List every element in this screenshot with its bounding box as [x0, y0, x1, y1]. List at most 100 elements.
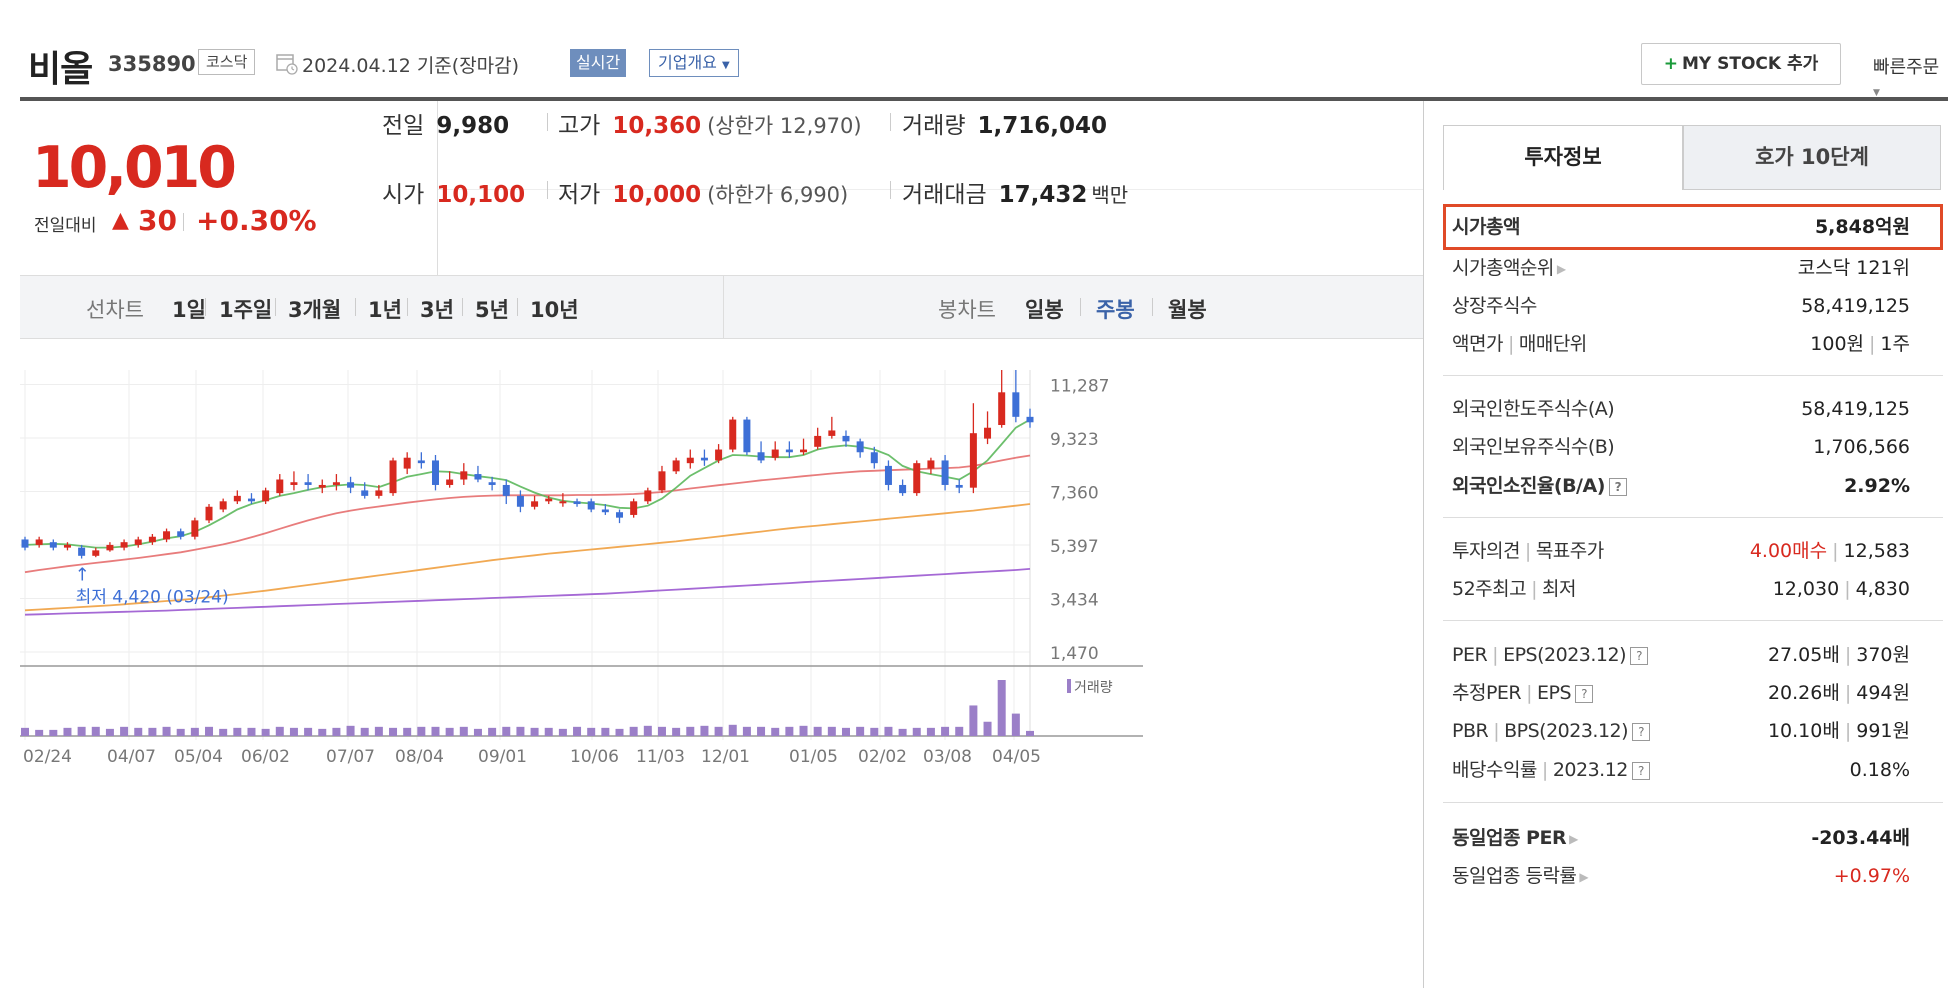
candle-body — [78, 547, 86, 556]
volume-bar — [219, 728, 228, 736]
rank-row[interactable]: 시가총액순위 ▶ 코스닥 121위 — [1452, 250, 1910, 286]
ma5-line — [24, 418, 1031, 549]
volume-bar — [827, 726, 836, 736]
volume-bar — [374, 726, 383, 736]
volume-bar — [417, 726, 426, 736]
tab-3m[interactable]: 3개월 — [288, 298, 342, 322]
prev-close-label: 전일 — [382, 113, 425, 139]
volume-bar — [615, 728, 624, 736]
sector-change-row[interactable]: 동일업종 등락률 ▶ +0.97% — [1452, 858, 1910, 894]
opinion-value: 4.00매수 — [1749, 540, 1828, 562]
volume-bar — [714, 726, 723, 736]
tab-invest-info[interactable]: 투자정보 — [1443, 125, 1683, 190]
x-tick-label: 04/07 — [107, 747, 156, 767]
x-tick-label: 04/05 — [992, 747, 1041, 767]
candle-body — [969, 433, 977, 488]
candle-body — [92, 550, 100, 556]
candle-body — [347, 482, 355, 488]
up-triangle-icon: ▲ — [112, 208, 129, 233]
chevron-down-icon: ▼ — [721, 60, 730, 71]
foreign-hold-value: 1,706,566 — [1813, 436, 1910, 458]
open-label: 시가 — [382, 182, 425, 208]
help-icon[interactable]: ? — [1575, 684, 1594, 703]
par-values: 100원 | 1주 — [1810, 333, 1910, 355]
candle-body — [1026, 416, 1034, 423]
add-mystock-button[interactable]: + MY STOCK 추가 — [1641, 43, 1841, 85]
candle-body — [927, 460, 935, 469]
candle-body — [21, 539, 29, 548]
volume-bar — [190, 727, 199, 736]
tab-1y[interactable]: 1년 — [368, 298, 402, 322]
per-value: 27.05배 — [1767, 644, 1840, 666]
volume: 거래량 1,716,040 — [902, 106, 1107, 140]
candle-body — [375, 490, 383, 496]
price-panel: 10,010 전일대비 ▲ 30 +0.30% 전일 9,980 고가 10,360… — [20, 101, 1423, 276]
sector-change-label: 동일업종 등락률 — [1452, 865, 1577, 887]
volume-label: 거래량 — [902, 113, 966, 139]
tab-daily[interactable]: 일봉 — [1025, 298, 1064, 322]
tab-3y[interactable]: 3년 — [420, 298, 454, 322]
candle-body — [106, 544, 114, 551]
candle-body — [134, 539, 142, 545]
panel-divider — [1423, 101, 1424, 988]
volume-bar — [289, 727, 298, 736]
volume-bar — [176, 728, 185, 736]
candle-body — [984, 427, 992, 439]
candle-body — [120, 542, 128, 548]
divider — [355, 298, 356, 316]
realtime-button[interactable]: 실시간 — [570, 49, 627, 77]
tab-10y[interactable]: 10년 — [530, 298, 579, 322]
candle-body — [177, 531, 185, 537]
volume-bar — [657, 726, 666, 736]
row-divider — [438, 189, 1423, 190]
help-icon[interactable]: ? — [1608, 477, 1627, 496]
upper-limit: (상한가 12,970) — [707, 114, 862, 138]
help-icon[interactable]: ? — [1632, 722, 1651, 741]
company-info-dropdown[interactable]: 기업개요 ▼ — [649, 49, 739, 77]
sector-per-row[interactable]: 동일업종 PER ▶ -203.44배 — [1452, 820, 1910, 856]
candle-body — [870, 452, 878, 464]
volume-bar — [742, 726, 751, 736]
est-per-value: 20.26배 — [1767, 682, 1840, 704]
candle-body — [743, 419, 751, 453]
help-icon[interactable]: ? — [1631, 761, 1650, 780]
volume-bar — [898, 728, 907, 736]
stock-chart[interactable]: 13,25011,2879,3237,3605,3973,4341,470520… — [20, 370, 1423, 988]
x-tick-label: 11/03 — [636, 747, 685, 767]
candle-body — [814, 435, 822, 447]
volume-bar — [459, 726, 468, 736]
divider — [1152, 298, 1153, 316]
bps-label: BPS(2023.12) — [1504, 720, 1629, 742]
tab-monthly[interactable]: 월봉 — [1168, 298, 1207, 322]
dividend-year: 2023.12 — [1552, 759, 1629, 781]
chevron-right-icon: ▶ — [1556, 261, 1566, 276]
per-values: 27.05배 | 370원 — [1767, 644, 1910, 666]
volume-bar — [1026, 730, 1034, 736]
candle-body — [771, 449, 779, 458]
candle-body — [573, 501, 581, 505]
tab-1w[interactable]: 1주일 — [219, 298, 273, 322]
tab-5y[interactable]: 5년 — [475, 298, 509, 322]
fast-order-dropdown[interactable]: 빠른주문 ▼ — [1873, 53, 1948, 100]
volume-bar — [558, 728, 567, 736]
info-tabs: 투자정보 호가 10단계 — [1443, 125, 1943, 190]
help-icon[interactable]: ? — [1630, 646, 1648, 665]
candle-body — [63, 544, 71, 548]
candle-body — [559, 501, 567, 504]
volume-bar — [813, 726, 822, 736]
divider — [517, 298, 518, 316]
candle-body — [757, 452, 765, 461]
candle-body — [658, 471, 666, 491]
stock-header: 비올 335890 코스닥 2024.04.12 기준(장마감) 실시간 기업개… — [28, 40, 1948, 98]
week52-high-value: 12,030 — [1772, 578, 1840, 600]
x-tick-label: 03/08 — [923, 747, 972, 767]
tab-1d[interactable]: 1일 — [172, 298, 206, 322]
week52-key: 52주최고 | 최저 — [1452, 578, 1576, 600]
foreign-ratio-key: 외국인소진율(B/A)? — [1452, 468, 1627, 504]
est-per-row: 추정PER | EPS? 20.26배 | 494원 — [1452, 675, 1910, 711]
tab-order-book[interactable]: 호가 10단계 — [1683, 125, 1941, 190]
volume-bar — [148, 727, 157, 736]
candle-body — [262, 490, 270, 502]
prev-close-value: 9,980 — [436, 113, 510, 139]
tab-weekly[interactable]: 주봉 — [1096, 298, 1135, 322]
